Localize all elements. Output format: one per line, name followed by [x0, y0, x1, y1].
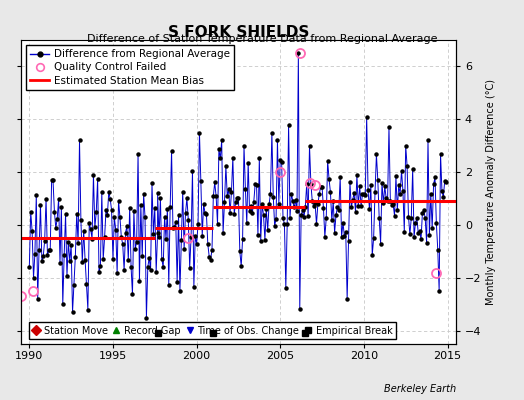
- Legend: Station Move, Record Gap, Time of Obs. Change, Empirical Break: Station Move, Record Gap, Time of Obs. C…: [29, 322, 396, 339]
- Title: S FORK SHIELDS: S FORK SHIELDS: [168, 25, 309, 40]
- Y-axis label: Monthly Temperature Anomaly Difference (°C): Monthly Temperature Anomaly Difference (…: [486, 79, 496, 305]
- Text: Berkeley Earth: Berkeley Earth: [384, 384, 456, 394]
- Text: Difference of Station Temperature Data from Regional Average: Difference of Station Temperature Data f…: [87, 34, 437, 44]
